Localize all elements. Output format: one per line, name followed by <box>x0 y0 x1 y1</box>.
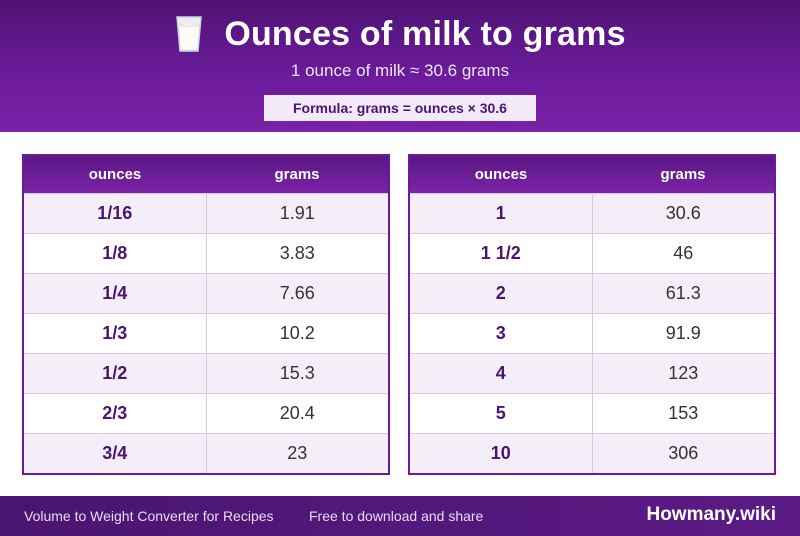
grams-cell: 123 <box>668 363 699 383</box>
ounces-cell: 1/16 <box>24 194 207 233</box>
formula-box: Formula: grams = ounces × 30.6 <box>264 95 536 121</box>
footer-tagline: Volume to Weight Converter for Recipes <box>24 508 274 524</box>
ounces-cell: 4 <box>410 354 593 393</box>
column-header-grams: grams <box>660 166 706 183</box>
ounces-cell: 5 <box>410 394 593 433</box>
milk-glass-icon <box>176 16 203 52</box>
grams-cell: 1.91 <box>279 203 315 223</box>
table-row: 1/2 15.3 <box>24 353 388 393</box>
footer-bar: Volume to Weight Converter for Recipes F… <box>0 496 800 536</box>
table-body: 1 30.6 1 1/2 46 2 61.3 3 91.9 4 123 5 153 10 30… <box>410 193 774 473</box>
ounces-cell: 1/3 <box>24 314 207 353</box>
table-row: 1/4 7.66 <box>24 273 388 313</box>
brand-logo-text[interactable]: Howmany.wiki <box>646 504 776 525</box>
subtitle: 1 ounce of milk ≈ 30.6 grams <box>290 61 510 80</box>
ounces-cell: 2 <box>410 274 593 313</box>
conversion-table-right: ounces grams 1 30.6 1 1/2 46 2 61.3 3 91.9 4… <box>408 154 776 475</box>
page-title: Ounces of milk to grams <box>224 14 626 53</box>
header-banner: Ounces of milk to grams 1 ounce of milk … <box>0 0 800 132</box>
grams-cell: 306 <box>668 443 699 463</box>
ounces-cell: 3/4 <box>24 434 207 473</box>
grams-cell: 30.6 <box>665 203 701 223</box>
ounces-cell: 1/4 <box>24 274 207 313</box>
table-row: 10 306 <box>410 433 774 473</box>
ounces-cell: 1 <box>410 194 593 233</box>
table-header: ounces grams <box>410 156 774 193</box>
table-row: 1 1/2 46 <box>410 233 774 273</box>
table-row: 1 30.6 <box>410 193 774 233</box>
table-row: 3 91.9 <box>410 313 774 353</box>
grams-cell: 91.9 <box>665 323 701 343</box>
ounces-cell: 1/2 <box>24 354 207 393</box>
ounces-cell: 2/3 <box>24 394 207 433</box>
table-row: 1/8 3.83 <box>24 233 388 273</box>
title-row: Ounces of milk to grams <box>0 14 800 54</box>
table-body: 1/16 1.91 1/8 3.83 1/4 7.66 1/3 10.2 1/2 15.3… <box>24 193 388 473</box>
grams-cell: 61.3 <box>665 283 701 303</box>
grams-cell: 20.4 <box>279 403 315 423</box>
column-header-ounces: ounces <box>474 166 528 183</box>
ounces-cell: 3 <box>410 314 593 353</box>
grams-cell: 15.3 <box>279 363 315 383</box>
column-header-grams: grams <box>274 166 320 183</box>
table-row: 3/4 23 <box>24 433 388 473</box>
table-row: 5 153 <box>410 393 774 433</box>
grams-cell: 46 <box>673 243 694 263</box>
ounces-cell: 10 <box>410 434 593 473</box>
ounces-cell: 1/8 <box>24 234 207 273</box>
table-row: 1/16 1.91 <box>24 193 388 233</box>
grams-cell: 3.83 <box>279 243 315 263</box>
table-header: ounces grams <box>24 156 388 193</box>
grams-cell: 7.66 <box>279 283 315 303</box>
column-header-ounces: ounces <box>88 166 142 183</box>
table-row: 1/3 10.2 <box>24 313 388 353</box>
grams-cell: 23 <box>287 443 308 463</box>
table-row: 2/3 20.4 <box>24 393 388 433</box>
table-row: 2 61.3 <box>410 273 774 313</box>
ounces-cell: 1 1/2 <box>410 234 593 273</box>
grams-cell: 10.2 <box>279 323 315 343</box>
footer-share-note: Free to download and share <box>309 508 484 524</box>
conversion-table-left: ounces grams 1/16 1.91 1/8 3.83 1/4 7.66 1/… <box>22 154 390 475</box>
table-row: 4 123 <box>410 353 774 393</box>
grams-cell: 153 <box>668 403 699 423</box>
